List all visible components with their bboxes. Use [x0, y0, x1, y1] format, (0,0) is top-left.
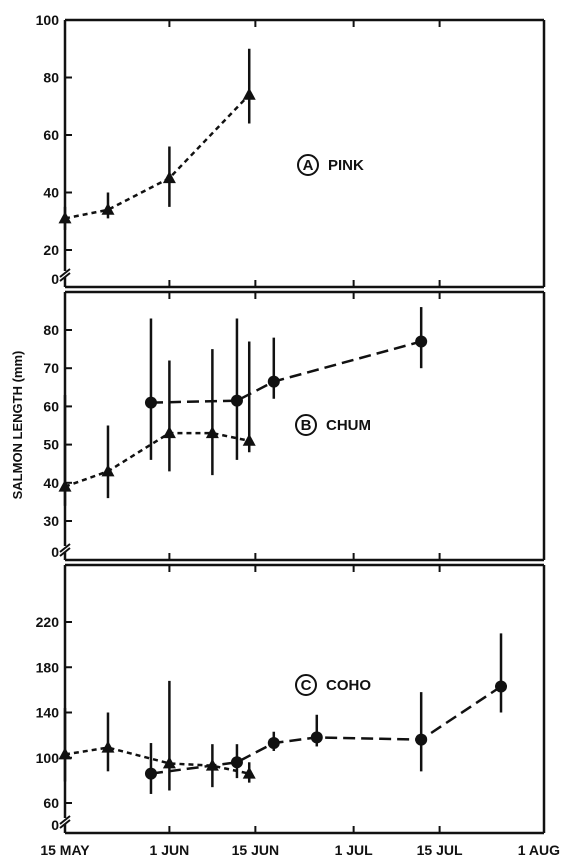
y-tick-label: 60 — [43, 398, 59, 414]
x-tick-label: 15 JUL — [417, 842, 463, 858]
y-tick-label: 50 — [43, 437, 59, 453]
data-point-circle — [231, 395, 243, 407]
y-tick-label: 60 — [43, 795, 59, 811]
x-tick-label: 1 AUG — [518, 842, 560, 858]
x-tick-label: 1 JUN — [150, 842, 190, 858]
y-tick-label: 80 — [43, 70, 59, 86]
y-zero-label: 0 — [51, 544, 59, 560]
data-point-circle — [415, 335, 427, 347]
y-tick-label: 80 — [43, 322, 59, 338]
y-tick-label: 30 — [43, 513, 59, 529]
data-point-circle — [231, 756, 243, 768]
data-point-circle — [495, 680, 507, 692]
y-tick-label: 20 — [43, 242, 59, 258]
y-tick-label: 100 — [36, 750, 60, 766]
panel-species: PINK — [328, 157, 364, 174]
panel-letter: A — [303, 157, 314, 174]
panel-species: CHUM — [326, 417, 371, 434]
panel-letter: C — [301, 677, 312, 694]
y-tick-label: 140 — [36, 705, 60, 721]
data-point-circle — [415, 734, 427, 746]
panel-letter: B — [301, 417, 312, 434]
data-point-triangle — [163, 426, 176, 438]
series-line-triangle — [65, 748, 249, 774]
y-zero-label: 0 — [51, 271, 59, 287]
data-point-circle — [268, 737, 280, 749]
data-point-circle — [145, 397, 157, 409]
y-axis-label: SALMON LENGTH (mm) — [10, 351, 25, 500]
x-tick-label: 1 JUL — [335, 842, 374, 858]
panel-species: COHO — [326, 677, 371, 694]
series-line-triangle — [65, 95, 249, 219]
data-point-circle — [145, 768, 157, 780]
data-point-circle — [311, 731, 323, 743]
x-tick-label: 15 MAY — [40, 842, 90, 858]
y-zero-label: 0 — [51, 817, 59, 833]
y-tick-label: 40 — [43, 185, 59, 201]
series-line-circle — [151, 687, 501, 774]
series-line-triangle — [65, 433, 249, 487]
series-line-circle — [151, 342, 421, 403]
data-point-triangle — [101, 464, 114, 476]
data-point-circle — [268, 376, 280, 388]
y-tick-label: 220 — [36, 614, 60, 630]
data-point-triangle — [101, 741, 114, 753]
x-tick-label: 15 JUN — [232, 842, 279, 858]
y-tick-label: 70 — [43, 360, 59, 376]
data-point-triangle — [243, 88, 256, 100]
y-tick-label: 180 — [36, 659, 60, 675]
y-tick-label: 60 — [43, 127, 59, 143]
y-tick-label: 100 — [36, 12, 60, 28]
y-tick-label: 40 — [43, 475, 59, 491]
